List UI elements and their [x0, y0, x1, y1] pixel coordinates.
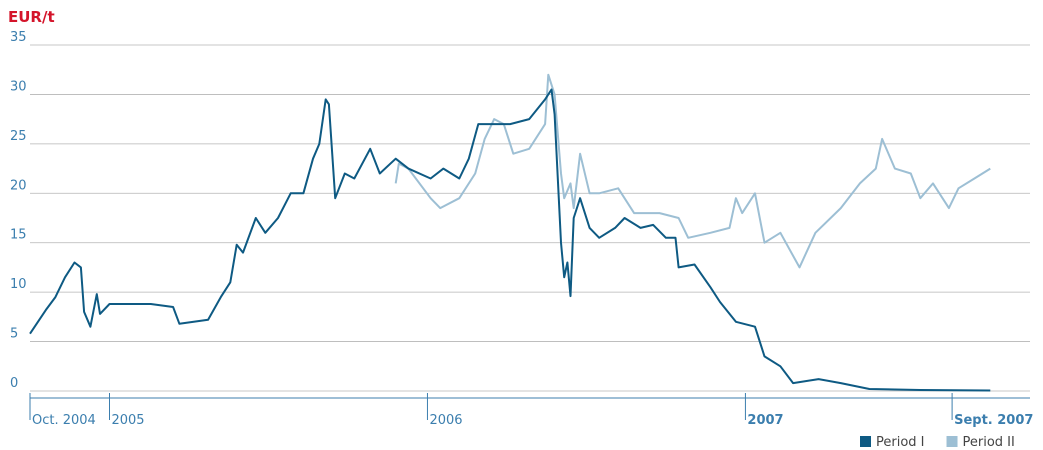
legend-label: Period I [876, 435, 925, 450]
y-tick-label: 0 [10, 376, 18, 391]
line-series [394, 73, 991, 269]
x-tick-label: Oct. 2004 [32, 413, 96, 428]
line-series [29, 88, 991, 392]
y-tick-label: 5 [10, 327, 18, 342]
legend-swatch [860, 436, 871, 447]
x-tick-label: 2005 [111, 413, 144, 428]
y-tick-label: 15 [10, 228, 27, 243]
x-tick-label: 2006 [429, 413, 462, 428]
y-tick-label: 25 [10, 129, 27, 144]
y-tick-label: 30 [10, 79, 27, 94]
y-tick-label: 35 [10, 30, 27, 45]
x-tick-label: 2007 [747, 413, 783, 428]
y-tick-label: 10 [10, 277, 27, 292]
y-tick-label: 20 [10, 178, 27, 193]
legend-swatch [946, 436, 958, 447]
legend-label: Period II [963, 435, 1015, 450]
y-axis-label: EUR/t [8, 8, 55, 26]
x-tick-label: Sept. 2007 [954, 413, 1033, 428]
